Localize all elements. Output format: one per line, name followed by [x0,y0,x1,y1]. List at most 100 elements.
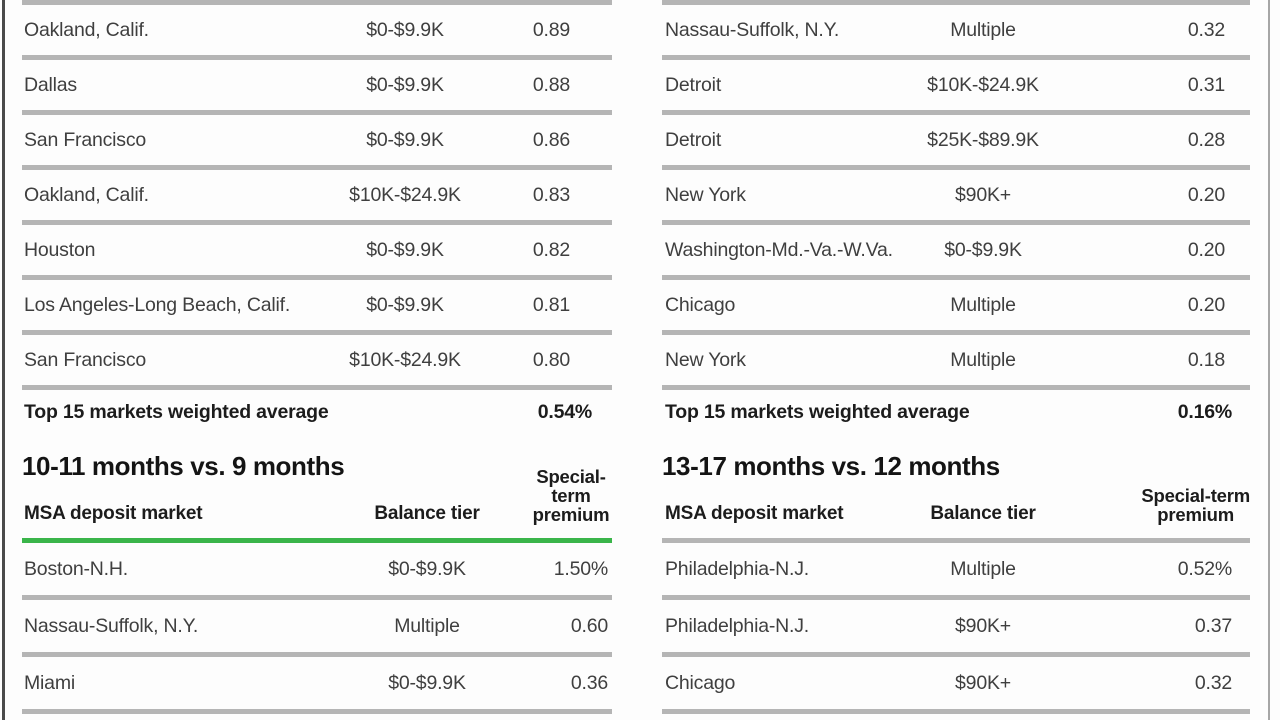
row-divider [662,275,1250,280]
table-row: San Francisco $10K-$24.9K 0.80 [22,335,612,385]
row-divider [22,220,612,225]
summary-row: Top 15 markets weighted average 0.16% [662,390,1250,434]
summary-label: Top 15 markets weighted average [665,400,970,423]
premium-cell: 0.20 [1187,183,1225,206]
table-row: Oakland, Calif. $0-$9.9K 0.89 [22,5,612,55]
market-cell: Philadelphia-N.J. [665,557,810,580]
premium-header-text: Special-term premium [532,466,610,525]
market-header: MSA deposit market [24,503,203,524]
tier-cell: $25K-$89.9K [927,128,1039,151]
row-divider [22,709,612,714]
table-row: Los Angeles-Long Beach, Calif. $0-$9.9K … [22,280,612,330]
tier-header: Balance tier [930,503,1036,524]
market-cell: New York [665,348,746,371]
market-cell: Los Angeles-Long Beach, Calif. [24,293,291,316]
section-heading: 10-11 months vs. 9 months [22,451,345,481]
market-cell: Miami [24,671,75,694]
tier-cell: Multiple [950,18,1016,41]
tier-cell: $0-$9.9K [944,238,1022,261]
market-cell: Washington-Md.-Va.-W.Va. [665,238,893,261]
table-row: Dallas $0-$9.9K 0.88 [22,60,612,110]
market-cell: Detroit [665,128,722,151]
tier-cell: $10K-$24.9K [349,348,461,371]
table-row: Detroit $25K-$89.9K 0.28 [662,115,1250,165]
table-row: Nassau-Suffolk, N.Y. Multiple 0.32 [662,5,1250,55]
table-row: Philadelphia-N.J. Multiple 0.52% [662,543,1250,595]
column-header-row: MSA deposit market Balance tier Special-… [22,467,612,528]
market-cell: Philadelphia-N.J. [665,614,810,637]
premium-cell: 0.60 [570,614,608,637]
page-left-border [2,0,5,720]
market-cell: Chicago [665,293,736,316]
left-column: Oakland, Calif. $0-$9.9K 0.89 Dallas $0-… [22,0,612,714]
market-cell: Nassau-Suffolk, N.Y. [24,614,199,637]
table-row: Detroit $10K-$24.9K 0.31 [662,60,1250,110]
tier-cell: $10K-$24.9K [927,73,1039,96]
row-divider [22,0,612,5]
premium-header-text: Special-term premium [1141,485,1250,525]
premium-cell: 0.88 [532,73,570,96]
market-cell: Detroit [665,73,722,96]
premium-cell: 0.52% [1177,557,1232,580]
premium-cell: 0.37 [1194,614,1232,637]
premium-cell: 0.32 [1187,18,1225,41]
tier-cell: $0-$9.9K [366,73,444,96]
row-divider [662,165,1250,170]
summary-value: 0.54% [537,400,592,423]
market-cell: Houston [24,238,96,261]
page-right-border [1268,0,1270,720]
summary-label: Top 15 markets weighted average [24,400,329,423]
row-divider [662,595,1250,600]
row-divider [662,385,1250,390]
premium-cell: 0.81 [532,293,570,316]
market-cell: Dallas [24,73,77,96]
row-divider [662,55,1250,60]
table-row: Houston $0-$9.9K 0.82 [22,225,612,275]
tier-cell: $10K-$24.9K [349,183,461,206]
table-row: New York Multiple 0.18 [662,335,1250,385]
premium-cell: 1.50% [553,557,608,580]
premium-cell: 0.18 [1187,348,1225,371]
tier-cell: Multiple [950,293,1016,316]
row-divider [662,110,1250,115]
premium-cell: 0.32 [1194,671,1232,694]
tier-header: Balance tier [374,503,480,524]
tier-cell: $90K+ [955,671,1011,694]
market-cell: Nassau-Suffolk, N.Y. [665,18,840,41]
premium-cell: 0.31 [1187,73,1225,96]
row-divider [22,110,612,115]
row-divider [662,330,1250,335]
table-row: New York $90K+ 0.20 [662,170,1250,220]
table-row: Boston-N.H. $0-$9.9K 1.50% [22,543,612,595]
row-divider [22,275,612,280]
table-row: Miami $0-$9.9K 0.36 [22,657,612,709]
market-cell: Boston-N.H. [24,557,129,580]
summary-row: Top 15 markets weighted average 0.54% [22,390,612,434]
right-bottom-table: 13-17 months vs. 12 months MSA deposit m… [662,450,1250,714]
left-top-table: Oakland, Calif. $0-$9.9K 0.89 Dallas $0-… [22,0,612,434]
premium-cell: 0.36 [570,671,608,694]
tier-cell: $0-$9.9K [388,557,466,580]
section-heading: 13-17 months vs. 12 months [662,451,1000,481]
table-row: San Francisco $0-$9.9K 0.86 [22,115,612,165]
table-row: Washington-Md.-Va.-W.Va. $0-$9.9K 0.20 [662,225,1250,275]
right-top-table: Nassau-Suffolk, N.Y. Multiple 0.32 Detro… [662,0,1250,434]
premium-cell: 0.82 [532,238,570,261]
market-cell: Oakland, Calif. [24,183,149,206]
premium-cell: 0.80 [532,348,570,371]
table-row: Philadelphia-N.J. $90K+ 0.37 [662,600,1250,652]
table-row: Chicago Multiple 0.20 [662,280,1250,330]
column-header-row: MSA deposit market Balance tier Special-… [662,482,1250,528]
market-cell: Oakland, Calif. [24,18,149,41]
premium-cell: 0.28 [1187,128,1225,151]
table-row: Nassau-Suffolk, N.Y. Multiple 0.60 [22,600,612,652]
table-row: Oakland, Calif. $10K-$24.9K 0.83 [22,170,612,220]
header-rule [662,538,1250,543]
row-divider [22,652,612,657]
premium-cell: 0.89 [532,18,570,41]
row-divider [22,55,612,60]
premium-cell: 0.20 [1187,238,1225,261]
tier-cell: $90K+ [955,183,1011,206]
market-cell: San Francisco [24,348,147,371]
right-column: Nassau-Suffolk, N.Y. Multiple 0.32 Detro… [662,0,1250,714]
